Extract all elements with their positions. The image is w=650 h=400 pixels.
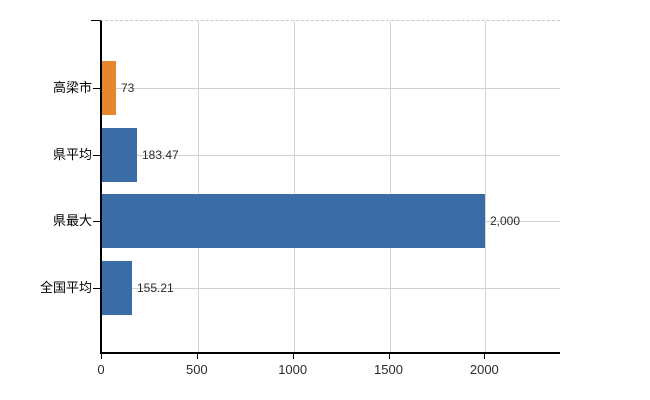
vertical-gridline [389, 21, 391, 352]
horizontal-gridline [102, 288, 560, 290]
x-axis-tick [101, 354, 102, 359]
vertical-gridline [197, 21, 199, 352]
x-axis-tick-label: 2000 [469, 362, 499, 377]
category-label-高梁市: 高梁市 [52, 80, 92, 95]
x-axis-tick-label: 500 [185, 362, 208, 377]
value-label: 183.47 [142, 147, 179, 162]
category-label-県平均: 県平均 [52, 146, 92, 162]
bar-県最大 [102, 194, 485, 249]
horizontal-gridline [102, 88, 560, 89]
category-tick [93, 288, 100, 290]
value-label: 155.21 [137, 281, 174, 296]
category-tick [93, 154, 100, 156]
value-label: 73 [121, 81, 135, 95]
x-axis-tick [388, 354, 390, 359]
bar-全国平均 [102, 261, 132, 316]
category-label-県最大: 県最大 [52, 213, 92, 229]
vertical-gridline [293, 21, 295, 352]
horizontal-gridline [102, 154, 560, 156]
category-tick [93, 221, 100, 223]
x-axis-tick [484, 354, 486, 359]
y-axis-end-tick [91, 20, 100, 21]
x-axis-tick [292, 354, 294, 359]
category-label-全国平均: 全国平均 [39, 280, 92, 296]
x-axis-tick-label: 1500 [374, 362, 403, 377]
plot-area: 73 183.47 2,000 155.21 [100, 20, 560, 354]
value-label: 2,000 [490, 214, 521, 229]
bar-県平均 [102, 127, 137, 182]
bar-高梁市 [102, 61, 116, 115]
category-tick [93, 88, 100, 89]
x-axis-tick-label: 0 [97, 362, 105, 377]
x-axis-tick-label: 1000 [278, 362, 308, 377]
x-axis-tick [196, 354, 198, 359]
vertical-gridline [485, 21, 487, 352]
